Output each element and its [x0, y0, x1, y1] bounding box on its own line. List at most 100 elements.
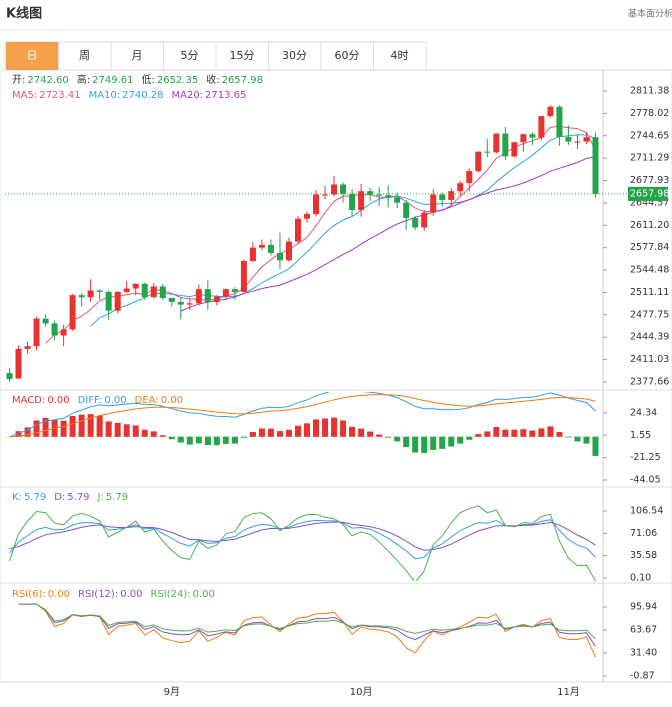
legend-name: 高:: [77, 73, 90, 86]
y-tick-label: 2677.93: [630, 175, 669, 186]
legend-name: MA20:: [171, 90, 203, 101]
legend-name: J:: [97, 492, 104, 503]
y-tick-label: 0.10: [630, 572, 651, 583]
y-tick-label: 2744.65: [630, 130, 669, 141]
macd-bar: [412, 436, 419, 453]
dea-line: [9, 394, 596, 438]
legend-value: 0.00: [47, 395, 69, 406]
macd-bar: [583, 436, 590, 444]
macd-bar: [340, 420, 347, 437]
macd-bar: [511, 429, 518, 437]
macd-bar: [267, 428, 274, 437]
ma-line: [45, 125, 596, 344]
macd-bar: [430, 436, 437, 450]
legend-value: 2723.41: [39, 90, 80, 101]
candle-body: [159, 286, 166, 298]
candle-body: [249, 247, 256, 262]
candle-body: [168, 297, 175, 302]
candle-body: [105, 291, 112, 311]
candle-body: [15, 348, 22, 379]
candle-body: [258, 244, 265, 248]
macd-bar: [240, 436, 247, 438]
legend-value: 2652.35: [157, 75, 198, 86]
tab[interactable]: 月: [132, 49, 143, 62]
tab[interactable]: 60分: [335, 49, 360, 62]
macd-bar: [565, 436, 572, 438]
y-tick-label: 63.67: [630, 624, 657, 635]
rsi-line: [18, 603, 596, 658]
y-tick-label: 106.54: [630, 506, 663, 517]
candle-body: [276, 252, 283, 261]
tab[interactable]: 4时: [391, 49, 409, 62]
macd-bar: [222, 436, 229, 444]
legend-value: 0.00: [161, 395, 183, 406]
macd-bar: [114, 422, 121, 437]
candle-body: [132, 283, 139, 289]
candle-body: [475, 151, 482, 172]
legend-name: 开:: [12, 75, 25, 86]
ma-line: [180, 156, 596, 312]
candle-body: [78, 295, 85, 298]
legend-name: MA10:: [89, 90, 121, 101]
macd-bar: [96, 415, 103, 437]
macd-bar: [168, 436, 175, 440]
legend-value: 2742.60: [27, 75, 68, 86]
d-line: [9, 521, 596, 551]
candle-body: [385, 195, 392, 198]
macd-bar: [304, 423, 311, 437]
candle-body: [403, 202, 410, 219]
candle-body: [322, 194, 329, 196]
ma-line: [90, 134, 596, 327]
macd-bar: [574, 436, 581, 442]
analysis-link[interactable]: 基本面分析: [628, 8, 672, 20]
macd-bar: [87, 414, 94, 437]
k-line: [9, 519, 596, 560]
macd-bar: [457, 436, 464, 444]
y-tick-label: 2611.20: [630, 220, 669, 231]
macd-bar: [204, 436, 211, 446]
candle-body: [96, 290, 103, 292]
candle-body: [231, 289, 238, 292]
legend-value: 5.79: [67, 492, 89, 503]
tab[interactable]: 30分: [282, 49, 307, 62]
macd-bar: [213, 436, 220, 446]
y-tick-label: -44.05: [630, 475, 661, 486]
candle-body: [177, 301, 184, 305]
candle-body: [466, 171, 473, 184]
tab[interactable]: 5分: [181, 49, 199, 62]
macd-bar: [493, 427, 500, 437]
legend-value: 2740.28: [122, 90, 163, 101]
candle-body: [69, 295, 76, 330]
candle-body: [349, 193, 356, 211]
y-tick-label: 2577.84: [630, 242, 669, 253]
legend-value: 2749.61: [92, 75, 133, 86]
macd-bar: [349, 426, 356, 437]
y-tick-label: 2444.39: [630, 332, 669, 343]
candle-body: [313, 194, 320, 215]
macd-bar: [78, 414, 85, 437]
macd-bar: [592, 436, 599, 456]
rsi-line: [18, 603, 596, 640]
macd-bar: [331, 417, 338, 437]
legend-name: 收:: [206, 73, 219, 86]
y-tick-label: 2644.57: [630, 197, 669, 208]
j-line: [9, 505, 596, 581]
tab[interactable]: 15分: [230, 49, 255, 62]
candle-body: [538, 116, 545, 138]
macd-bar: [60, 420, 67, 437]
macd-bar: [141, 429, 148, 437]
legend-value: 5.79: [106, 492, 128, 503]
candle-body: [240, 261, 247, 292]
tab[interactable]: 日: [27, 49, 38, 62]
macd-bar: [502, 429, 509, 437]
legend-value: 2657.98: [222, 75, 263, 86]
tab[interactable]: 周: [79, 49, 90, 62]
candle-body: [358, 191, 365, 211]
y-tick-label: 1.55: [630, 430, 651, 441]
macd-bar: [33, 420, 40, 437]
candle-body: [439, 194, 446, 200]
macd-bar: [313, 419, 320, 437]
panel-frame: [0, 69, 672, 683]
y-tick-label: 24.34: [630, 407, 657, 418]
